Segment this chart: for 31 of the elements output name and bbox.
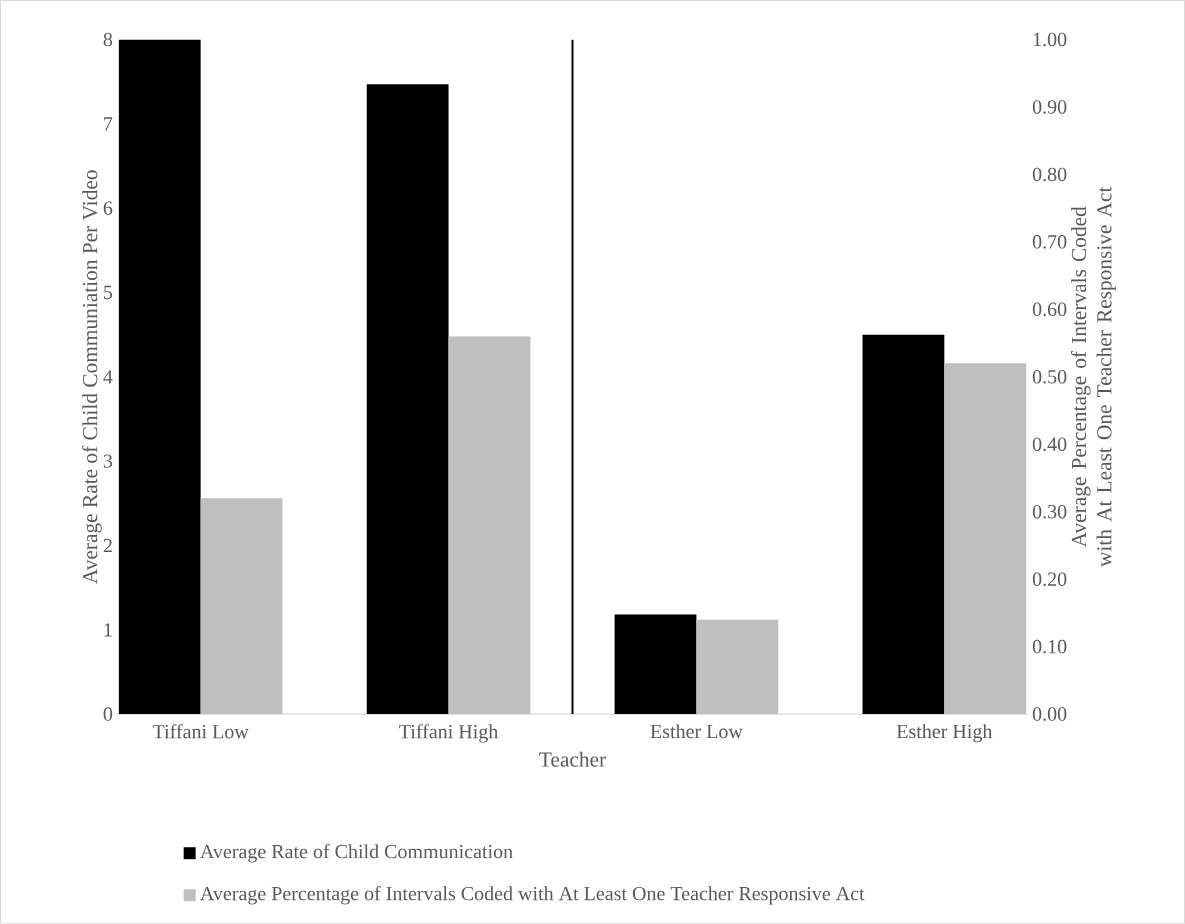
- y2-tick-label: 0.00: [1032, 707, 1067, 722]
- x-tick-label: Esther High: [896, 724, 993, 743]
- legend-label: Average Rate of Child Communication: [200, 844, 513, 863]
- y2-tick-label: 0.60: [1032, 302, 1067, 317]
- bar: [200, 498, 283, 715]
- y2-tick-label: 0.20: [1032, 572, 1067, 587]
- y-tick-label: 1: [104, 623, 112, 637]
- y-tick-label: 3: [103, 454, 113, 468]
- y2-tick-label: 0.50: [1032, 370, 1067, 384]
- y-tick-label: 8: [103, 32, 113, 47]
- y-tick-label: 4: [103, 370, 113, 384]
- y-tick-label: 0: [103, 707, 113, 721]
- y2-tick-label: 0.30: [1032, 505, 1067, 519]
- y2-tick-label: 0.90: [1032, 100, 1067, 114]
- y-tick-label: 7: [104, 117, 113, 131]
- y2-tick-label: 0.10: [1032, 639, 1067, 654]
- y-tick-label: 6: [103, 201, 113, 216]
- y2-tick-label: 0.80: [1032, 167, 1067, 182]
- bar: [118, 39, 201, 715]
- y2-tick-label: 0.70: [1032, 235, 1067, 249]
- y-axis-title: Average Rate of Child Communiation Per Video: [82, 170, 102, 585]
- y2-axis-title: Average Percentage of Intervals Coded with At Least One Teacher Responsive Act: [1070, 186, 1116, 568]
- y2-tick-label: 1.00: [1033, 32, 1067, 47]
- x-tick-label: Tiffani High: [399, 724, 499, 743]
- y2-tick-label: 0.40: [1032, 437, 1067, 452]
- legend-label: Average Percentage of Intervals Coded with At Least One Teacher Responsive Act: [200, 886, 865, 905]
- y-tick-label: 5: [104, 285, 113, 300]
- y-tick-label: 2: [103, 538, 112, 553]
- x-tick-label: Esther Low: [650, 724, 743, 739]
- x-tick-label: Tiffani Low: [152, 724, 249, 739]
- x-axis-title: Teacher: [539, 751, 606, 767]
